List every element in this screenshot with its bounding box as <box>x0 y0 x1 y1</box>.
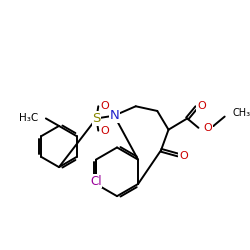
Text: CH₃: CH₃ <box>232 108 250 118</box>
Text: O: O <box>179 151 188 161</box>
Text: O: O <box>197 101 206 111</box>
Text: S: S <box>92 112 100 125</box>
Text: O: O <box>100 101 109 111</box>
Text: Cl: Cl <box>90 175 102 188</box>
Text: H₃C: H₃C <box>19 112 38 122</box>
Text: O: O <box>203 123 212 133</box>
Text: O: O <box>100 126 109 136</box>
Text: N: N <box>109 109 119 122</box>
